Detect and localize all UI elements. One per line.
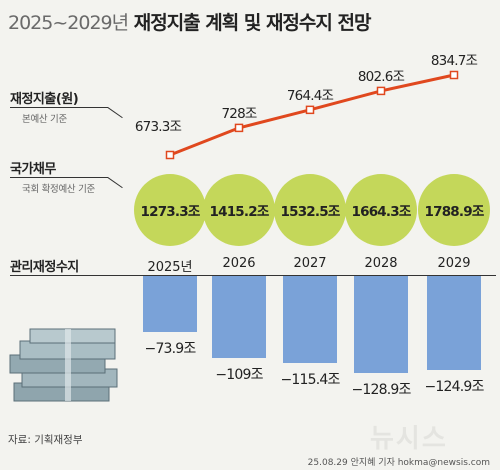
balance-value-label: −128.9조 (351, 382, 411, 398)
spending-rule (10, 107, 108, 108)
debt-circle: 1273.3조 (134, 174, 206, 246)
balance-bar (283, 276, 337, 363)
title-main: 재정지출 계획 및 재정수지 전망 (133, 12, 372, 34)
debt-rule (10, 177, 108, 178)
newsis-logo: 뉴시스 (370, 424, 448, 454)
debt-value-label: 1532.5조 (280, 204, 341, 220)
balance-bar (354, 276, 408, 373)
balance-value-label: −115.4조 (280, 371, 340, 388)
debt-circle: 1664.3조 (345, 174, 417, 246)
source-text: 자료: 기획재정부 (8, 434, 83, 446)
spending-point (449, 70, 459, 80)
debt-value-label: 1273.3조 (140, 204, 201, 220)
debt-value-label: 1788.9조 (424, 204, 485, 220)
balance-value-label: −73.9조 (144, 340, 197, 357)
balance-section-label: 관리재정수지 (10, 260, 79, 275)
year-label: 2025년 (147, 260, 193, 275)
debt-circle: 1415.2조 (203, 174, 275, 246)
debt-value-label: 1664.3조 (351, 204, 412, 220)
balance-rule (10, 275, 496, 276)
balance-bar (427, 276, 481, 370)
credit-text: 25.08.29 안지혜 기자 hokma@newsis.com (307, 458, 490, 468)
year-label: 2029 (437, 256, 471, 271)
year-label: 2027 (293, 256, 327, 271)
spending-point (234, 123, 244, 133)
debt-section-sub: 국회 확정예산 기준 (22, 184, 95, 195)
balance-bar (143, 276, 197, 332)
spending-point (165, 150, 175, 160)
debt-circle: 1788.9조 (418, 174, 490, 246)
debt-circle: 1532.5조 (274, 174, 346, 246)
spending-point (376, 86, 386, 96)
spending-value-label: 802.6조 (357, 68, 405, 85)
spending-value-label: 834.7조 (430, 53, 478, 69)
year-label: 2028 (364, 256, 398, 271)
balance-value-label: −109조 (215, 367, 263, 384)
page-title: 2025~2029년 재정지출 계획 및 재정수지 전망 (8, 8, 372, 35)
spending-point (305, 105, 315, 115)
spending-value-label: 673.3조 (134, 119, 182, 135)
debt-rule-diag (107, 177, 123, 189)
debt-section-label: 국가채무 (10, 162, 56, 177)
balance-value-label: −124.9조 (424, 378, 484, 395)
spending-line-chart (165, 70, 459, 160)
year-label: 2026 (222, 256, 256, 271)
balance-bar (212, 276, 266, 359)
money-stack-illustration (9, 328, 118, 402)
spending-section-sub: 본예산 기준 (22, 114, 67, 125)
debt-value-label: 1415.2조 (209, 204, 270, 220)
spending-section-label: 재정지출(원) (10, 92, 79, 107)
spending-value-label: 728조 (221, 105, 258, 122)
spending-value-label: 764.4조 (286, 87, 334, 104)
title-years: 2025~2029년 (8, 12, 129, 34)
